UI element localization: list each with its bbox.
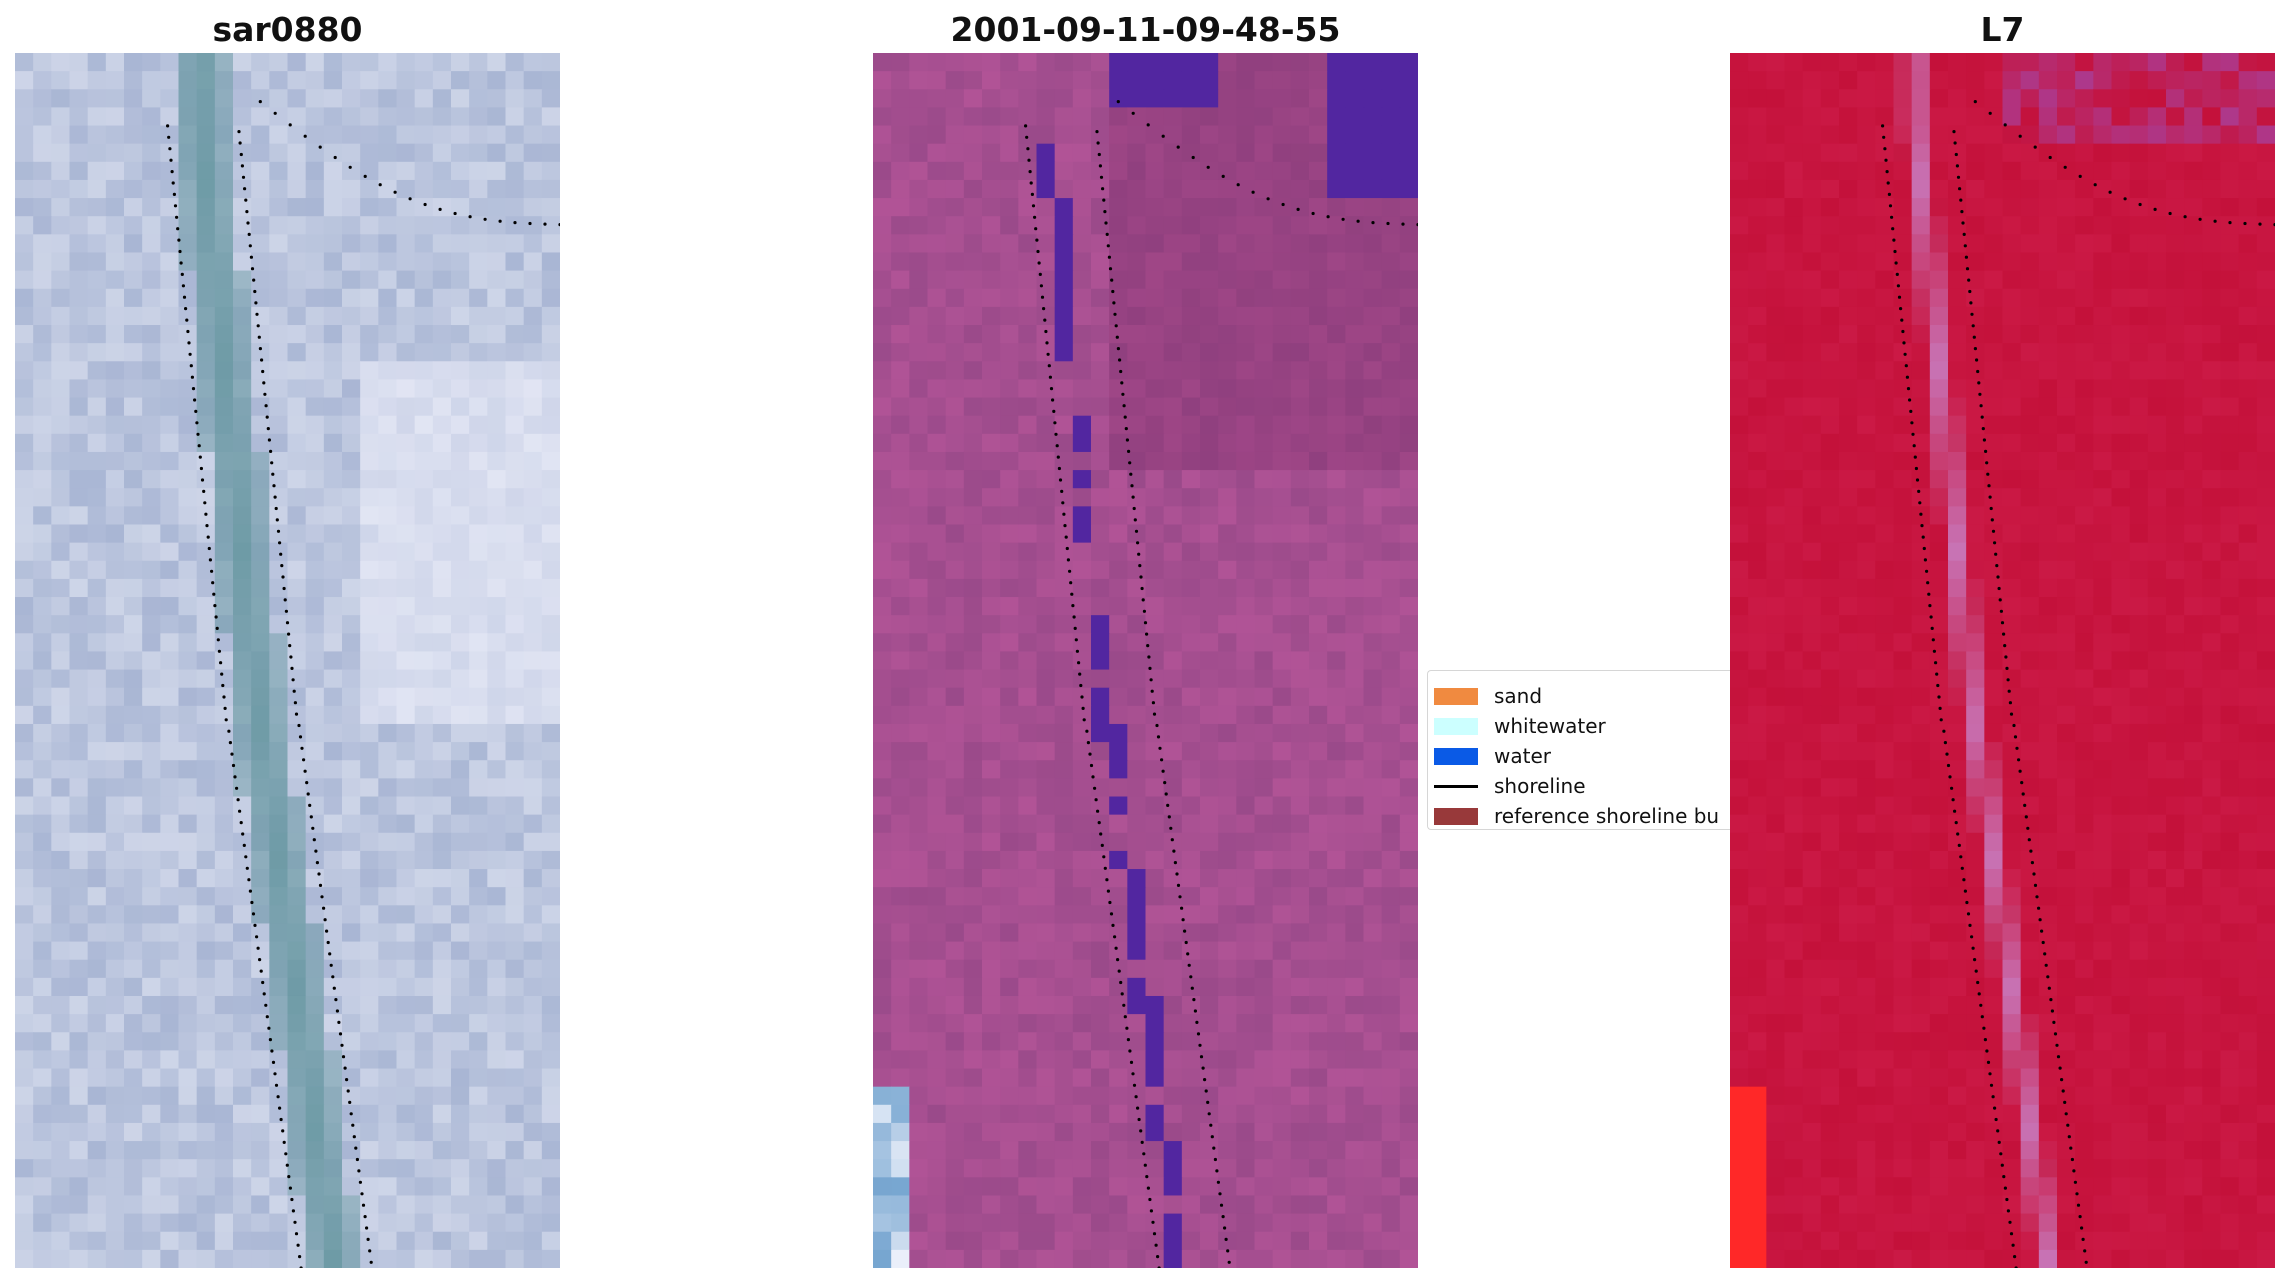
rgb-shoreline-overlay: [166, 100, 560, 1268]
legend-label-water: water: [1494, 744, 1551, 768]
rgb-pixel-grid: [15, 53, 560, 1268]
legend-swatch-sand: [1434, 687, 1478, 705]
legend-label-reference-shoreline-buffer: reference shoreline bu: [1494, 804, 1720, 828]
legend-item-reference-shoreline-buffer: reference shoreline bu: [1434, 801, 1720, 829]
legend-item-shoreline: shoreline: [1434, 771, 1586, 801]
legend-swatch-whitewater: [1434, 717, 1478, 735]
mndwi-image: [1730, 53, 2275, 1268]
class-legend: sand whitewater water shoreline referenc…: [1427, 670, 1730, 830]
mndwi-image-title: L7: [1980, 10, 2025, 49]
legend-item-sand: sand: [1434, 681, 1542, 711]
legend-label-sand: sand: [1494, 684, 1543, 708]
rgb-image-title: sar0880: [212, 10, 363, 49]
mndwi-pixel-grid: [1730, 53, 2275, 1268]
rgb-image-canvas: [15, 53, 560, 1268]
classified-pixel-grid: [873, 53, 1418, 1268]
classified-shoreline-overlay: [1024, 100, 1418, 1268]
mndwi-image-canvas: [1730, 53, 2275, 1268]
legend-item-water: water: [1434, 741, 1551, 771]
legend-swatch-reference-shoreline-buffer: [1434, 807, 1478, 825]
legend-swatch-shoreline: [1434, 784, 1478, 788]
legend-label-whitewater: whitewater: [1494, 714, 1606, 738]
classified-image-title: 2001-09-11-09-48-55: [950, 10, 1341, 49]
classified-image-canvas: [873, 53, 1418, 1268]
rgb-satellite-image: [15, 53, 560, 1268]
mndwi-shoreline-overlay: [1881, 100, 2275, 1268]
legend-item-whitewater: whitewater: [1434, 711, 1606, 741]
legend-label-shoreline: shoreline: [1494, 774, 1586, 798]
legend-swatch-water: [1434, 747, 1478, 765]
classified-image: [873, 53, 1418, 1268]
